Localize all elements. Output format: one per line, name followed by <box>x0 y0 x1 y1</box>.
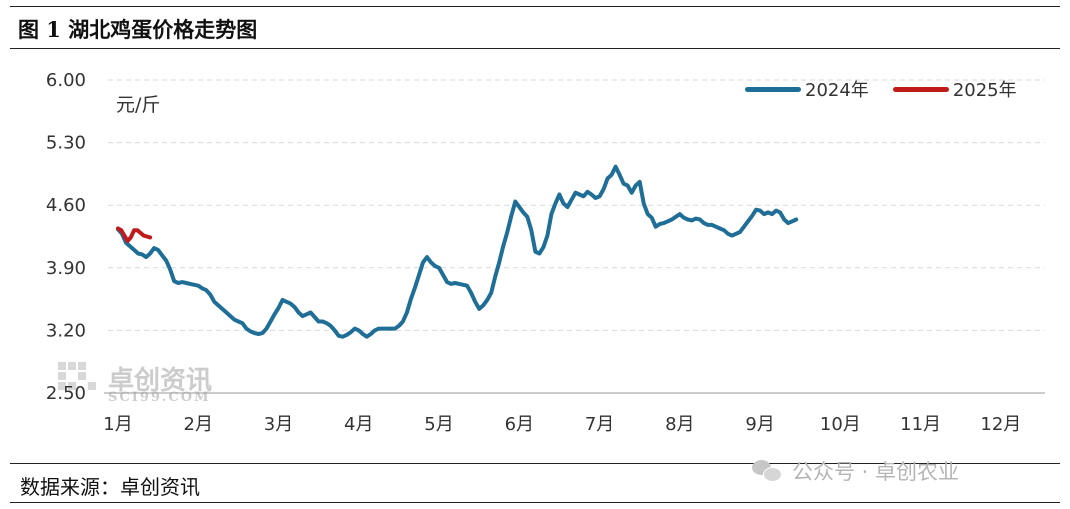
x-tick-label: 4月 <box>344 414 373 435</box>
y-axis-ticks: 6.00 5.30 4.60 3.90 3.20 2.50 <box>46 70 86 404</box>
x-tick-label: 1月 <box>103 414 132 435</box>
gridlines <box>104 79 1045 394</box>
figure-title: 图 1 湖北鸡蛋价格走势图 <box>18 17 258 42</box>
legend-swatch-2024 <box>745 86 801 92</box>
series-line-2024 <box>116 164 799 339</box>
legend-label-2024: 2024年 <box>805 80 869 101</box>
x-tick-label: 7月 <box>585 414 614 435</box>
y-tick-label: 3.90 <box>46 258 86 279</box>
series-lines <box>116 164 799 339</box>
x-tick-label: 10月 <box>820 414 861 435</box>
x-tick-label: 6月 <box>505 414 534 435</box>
series-line-2025 <box>116 226 153 243</box>
y-axis-label: 元/斤 <box>116 94 161 116</box>
legend-swatch-2025 <box>892 86 949 92</box>
x-tick-label: 11月 <box>900 414 941 435</box>
title-rule <box>10 48 1060 49</box>
wechat-account: 公众号 · 卓创农业 <box>752 456 959 486</box>
top-rule <box>10 6 1060 7</box>
watermark-subtext: SCI99.COM <box>108 390 211 405</box>
x-axis-ticks: 1月 2月 3月 4月 5月 6月 7月 8月 9月 10月 11月 12月 <box>103 414 1021 435</box>
y-tick-label: 4.60 <box>46 195 86 216</box>
sci99-logo-icon <box>58 362 100 392</box>
y-tick-label: 2.50 <box>46 383 86 404</box>
x-tick-label: 8月 <box>665 414 694 435</box>
legend: 2024年 2025年 <box>745 76 1017 102</box>
y-tick-label: 3.20 <box>46 320 86 341</box>
y-tick-label: 6.00 <box>46 70 86 91</box>
legend-label-2025: 2025年 <box>952 80 1017 101</box>
x-tick-label: 2月 <box>184 414 213 435</box>
legend-item-2024: 2024年 <box>745 76 869 102</box>
x-tick-label: 5月 <box>424 414 453 435</box>
bottom-rule <box>10 502 1060 503</box>
x-tick-label: 12月 <box>980 414 1021 435</box>
data-source: 数据来源：卓创资讯 <box>20 475 200 499</box>
x-tick-label: 9月 <box>745 414 774 435</box>
wechat-account-label: 公众号 · 卓创农业 <box>792 460 960 484</box>
y-tick-label: 5.30 <box>46 133 86 154</box>
source-rule <box>10 463 1060 464</box>
wechat-icon <box>752 460 782 482</box>
watermark-text: 卓创资讯 <box>108 366 213 396</box>
legend-item-2025: 2025年 <box>892 76 1017 102</box>
x-tick-label: 3月 <box>264 414 293 435</box>
